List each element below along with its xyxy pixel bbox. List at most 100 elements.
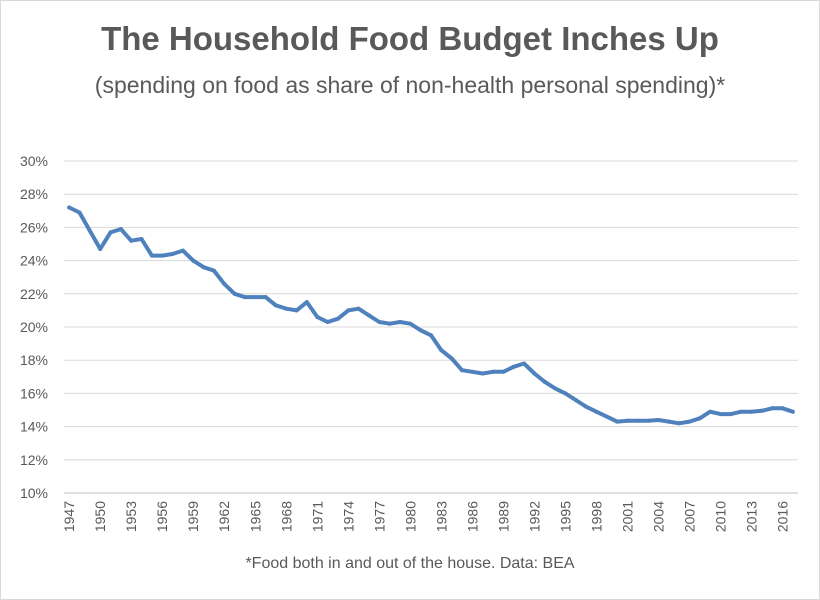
data-point [563,391,568,396]
x-tick-label: 1974 [340,501,356,532]
series-layer [67,205,795,426]
y-tick-label: 14% [20,419,48,435]
data-point [522,361,526,366]
data-point [170,252,175,256]
x-tick-label: 1956 [154,501,170,532]
data-point [429,333,433,338]
data-point [439,348,444,353]
data-point [491,369,495,374]
data-point [201,265,206,270]
x-tick-label: 1959 [185,501,201,532]
data-point [387,321,392,326]
data-point [304,300,309,305]
chart-subtitle: (spending on food as share of non-health… [94,72,726,98]
data-point [242,295,247,300]
x-tick-label: 1962 [216,501,232,532]
x-tick-label: 2010 [712,501,728,532]
data-point [615,419,620,424]
x-tick-label: 1995 [557,501,573,532]
y-axis: 10% 12% 14% 16% 18% 20% 22% 24% 26% 28% 30% [20,153,48,501]
x-tick-label: 1989 [495,501,511,532]
data-point [790,409,795,414]
data-point [418,328,423,333]
x-tick-label: 1971 [309,501,325,532]
data-point [542,379,547,384]
data-point [604,414,609,419]
y-tick-label: 12% [20,452,48,468]
y-tick-label: 28% [20,186,48,202]
data-point [315,315,320,319]
data-point [139,237,144,241]
data-point [263,295,268,300]
series-line [67,205,795,426]
data-point [160,253,165,258]
data-point [511,364,516,369]
data-point [460,368,464,373]
data-point [77,210,82,215]
x-axis: 1947 1950 1953 1956 1959 1962 1965 1968 1971 1974… [61,501,790,532]
data-point [118,227,123,232]
y-tick-label: 16% [20,385,48,401]
x-tick-label: 1977 [371,501,387,532]
data-point [770,406,775,411]
data-point [501,369,506,374]
data-point [356,306,361,311]
data-point [191,258,196,263]
data-point [149,253,154,258]
data-point [687,419,692,424]
x-tick-label: 1992 [526,501,542,532]
data-point [749,409,754,414]
data-point [656,418,661,422]
y-tick-label: 24% [20,253,48,269]
data-point [336,316,340,321]
data-point [377,320,382,324]
data-point [584,404,589,409]
data-point [108,230,113,235]
data-point [180,248,185,253]
x-tick-label: 2013 [743,501,759,532]
gridlines [64,160,798,494]
x-tick-label: 1986 [464,501,480,532]
y-tick-label: 30% [20,153,48,169]
data-point [87,228,92,233]
x-tick-label: 1980 [402,501,418,532]
data-point [211,268,216,273]
x-tick-label: 2007 [681,501,697,532]
data-point [728,412,733,417]
x-tick-label: 1998 [588,501,604,532]
data-point [398,320,402,324]
chart-title: The Household Food Budget Inches Up [101,20,719,57]
x-tick-label: 2004 [650,501,666,532]
x-tick-label: 1950 [92,501,108,532]
data-point [573,398,578,402]
data-point [646,418,651,423]
data-point [677,421,682,426]
data-point [470,369,475,374]
data-point [273,303,278,308]
data-point [625,418,630,423]
data-point [98,247,103,251]
y-tick-label: 20% [20,319,48,335]
data-point [553,386,558,391]
data-point [284,306,289,311]
data-point [780,406,785,411]
y-tick-label: 22% [20,286,48,302]
data-point [449,356,454,361]
data-point [67,205,72,210]
data-point [222,281,227,286]
data-point [325,320,330,324]
data-point [294,308,299,313]
data-point [480,371,485,376]
x-tick-label: 1965 [247,501,263,532]
x-tick-label: 1947 [61,501,77,532]
y-tick-label: 10% [20,485,48,501]
data-point [532,371,537,376]
y-tick-label: 26% [20,219,48,235]
x-tick-label: 2001 [619,501,635,532]
data-point [367,313,371,318]
data-point [232,291,237,296]
data-point [708,409,713,414]
x-tick-label: 1953 [123,501,139,532]
